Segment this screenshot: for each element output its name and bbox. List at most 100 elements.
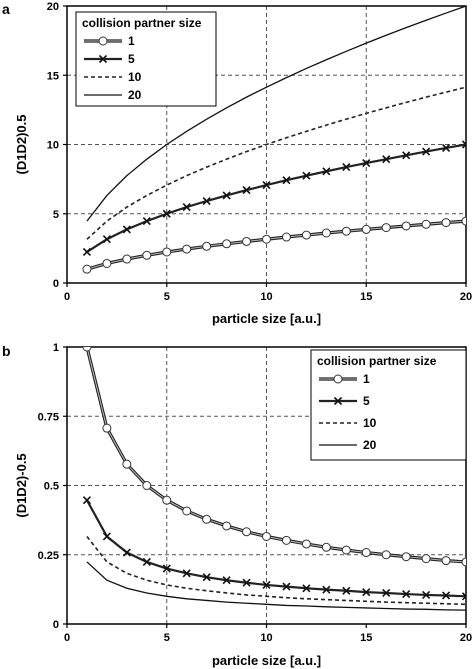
- legend-5-x-marker: [333, 396, 343, 406]
- series-1-point-circle-marker: [162, 247, 172, 257]
- series-5: [82, 140, 466, 257]
- series-1-point-circle-marker: [262, 234, 271, 244]
- series-1-point-circle-marker: [301, 230, 311, 240]
- series-1-point-circle-marker: [142, 250, 152, 260]
- series-1-point-circle-marker: [421, 219, 431, 229]
- series-5-point-x-marker: [202, 196, 211, 206]
- legend-item-5: 5: [319, 394, 370, 408]
- series-5-point-x-marker: [82, 247, 92, 257]
- y-tick-label: 0: [53, 278, 59, 290]
- series-5-point-x-marker: [162, 209, 171, 218]
- x-tick-label: 5: [164, 291, 170, 303]
- legend-label: 10: [128, 70, 142, 84]
- y-tick-label: 1: [53, 342, 59, 354]
- x-tick-label: 10: [260, 291, 272, 303]
- legend: collision partner size 1 5 10 20: [310, 349, 467, 461]
- panel-label: a: [2, 1, 10, 17]
- series-1-point-circle-marker: [182, 506, 192, 516]
- y-axis-label: (D1D2)-0.5: [14, 453, 29, 517]
- legend-item-10: 10: [319, 416, 377, 430]
- series-5-point-x-marker: [302, 584, 311, 593]
- series-10: [86, 86, 466, 240]
- series-5-point-x-marker: [162, 564, 171, 573]
- series-5-point-x-marker: [302, 171, 311, 180]
- series-1: [82, 347, 466, 567]
- series-1-point-circle-marker: [381, 550, 391, 560]
- series-1-point-circle-marker: [182, 244, 192, 254]
- series-5-point-x-marker: [202, 573, 211, 582]
- series-1-point-circle-marker: [82, 264, 92, 274]
- series-5-point-x-marker: [382, 588, 391, 598]
- series-5-point-x-marker: [82, 496, 92, 505]
- series-1-point-circle-marker: [82, 347, 92, 352]
- series-5-point-x-marker: [461, 592, 466, 601]
- series-5-point-x-marker: [322, 167, 331, 176]
- series-1-point-circle-marker: [202, 241, 212, 251]
- series-1-point-circle-marker: [102, 423, 112, 433]
- y-tick-label: 15: [47, 70, 59, 82]
- legend-label: 5: [128, 52, 135, 66]
- legend-item-20: 20: [84, 88, 142, 102]
- series-1-point-circle-marker: [461, 557, 466, 567]
- series-1-point-circle-marker: [102, 258, 112, 268]
- series-5-point-x-marker: [262, 580, 271, 590]
- x-axis-label: particle size [a.u.]: [212, 311, 321, 326]
- x-tick-label: 15: [360, 632, 372, 644]
- series-10: [86, 535, 466, 606]
- series-5-point-x-marker: [182, 203, 191, 212]
- series-1-point-circle-marker: [122, 254, 132, 264]
- series-5-point-x-marker: [282, 176, 291, 185]
- series-1-point-circle-marker: [281, 535, 291, 545]
- legend-box: [310, 349, 467, 461]
- series-1-point-circle-marker: [441, 218, 451, 228]
- series-20: [86, 561, 466, 611]
- series-1-point-circle-marker: [461, 216, 466, 226]
- y-tick-label: 20: [47, 1, 59, 13]
- series-5-point-x-marker: [142, 217, 151, 226]
- series-5-point-x-marker: [402, 590, 411, 599]
- legend-label: 1: [363, 372, 370, 386]
- series-5-line: [86, 143, 466, 253]
- y-axis-label: (D1D2)0.5: [14, 115, 29, 175]
- series-5-point-x-marker: [402, 151, 411, 160]
- x-tick-label: 0: [64, 291, 70, 303]
- x-tick-label: 10: [260, 632, 272, 644]
- series-5-point-x-marker: [382, 155, 391, 164]
- series-5-point-x-marker: [342, 163, 351, 172]
- series-5-point-x-marker: [262, 181, 271, 190]
- series-1-point-circle-marker: [341, 226, 351, 236]
- series-5-point-x-marker: [422, 147, 431, 156]
- series-5-point-x-marker: [182, 569, 191, 578]
- legend-label: 1: [128, 34, 135, 48]
- y-tick-label: 5: [53, 209, 59, 221]
- legend-item-10: 10: [84, 70, 142, 84]
- series-5-point-x-marker: [422, 590, 431, 599]
- legend-title: collision partner size: [82, 16, 202, 30]
- series-5-point-x-marker: [122, 225, 131, 234]
- series-5-point-x-marker: [222, 576, 231, 585]
- series-5-point-x-marker: [242, 186, 251, 195]
- series-1-point-circle-marker: [142, 481, 152, 490]
- series-5-point-x-marker: [322, 585, 331, 594]
- series-1-point-circle-marker: [341, 545, 351, 555]
- legend-label: 10: [363, 416, 377, 430]
- series-5-point-x-marker: [102, 532, 111, 541]
- series-20: [86, 6, 466, 222]
- series-20-line: [86, 6, 466, 222]
- panel-label: b: [2, 343, 11, 359]
- series-1-point-circle-marker: [281, 232, 291, 242]
- x-tick-label: 15: [360, 291, 372, 303]
- y-tick-label: 0.25: [38, 550, 59, 562]
- series-5-point-x-marker: [122, 548, 131, 557]
- series-5-point-x-marker: [102, 235, 111, 244]
- x-tick-label: 5: [164, 632, 170, 644]
- series-1-point-circle-marker: [242, 527, 252, 537]
- legend-label: 5: [363, 394, 370, 408]
- series-1-point-circle-marker: [222, 239, 232, 249]
- legend-1-circle-marker: [98, 36, 108, 46]
- x-tick-label: 20: [460, 291, 472, 303]
- legend-5-x-marker: [98, 54, 108, 64]
